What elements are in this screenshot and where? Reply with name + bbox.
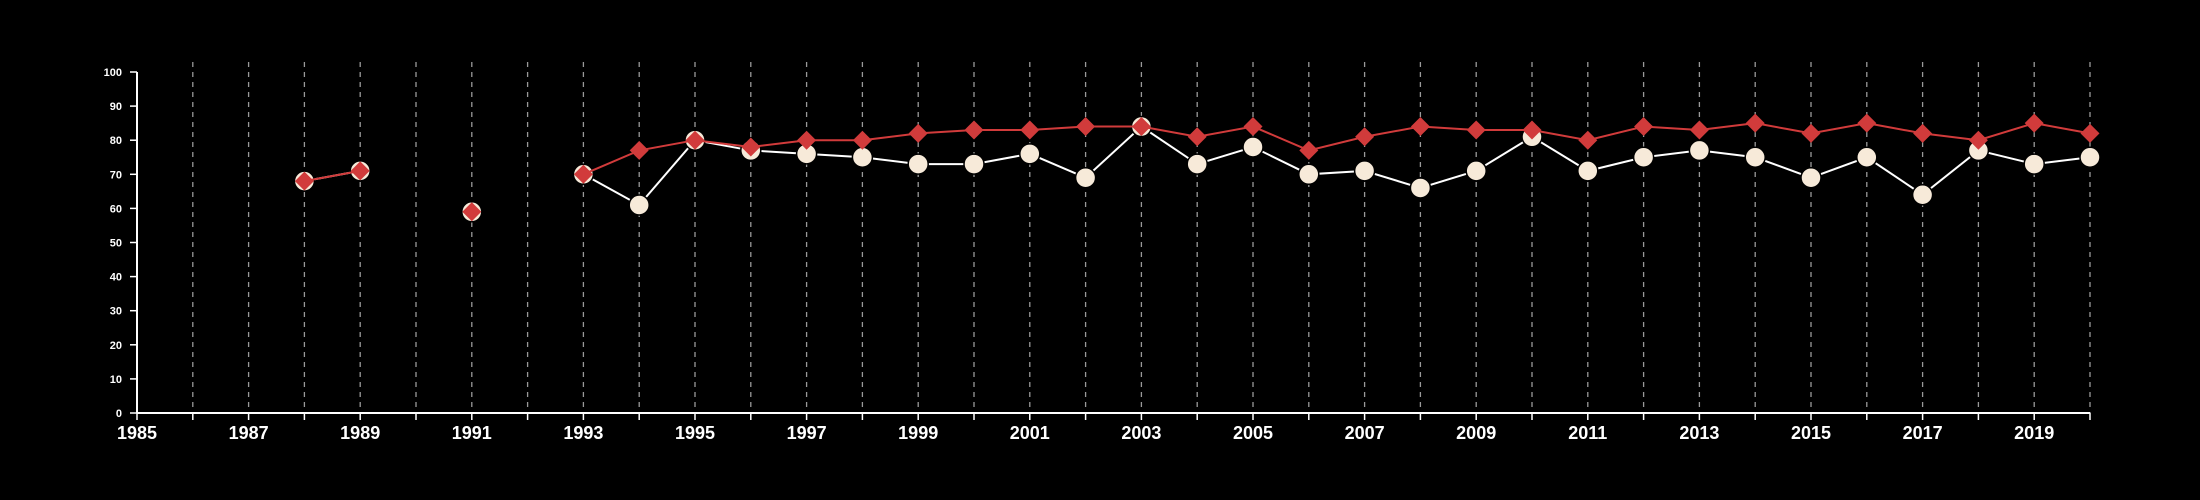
data-point-diamond xyxy=(1466,120,1486,140)
x-tick-label: 2013 xyxy=(1679,423,1719,443)
data-point-diamond xyxy=(2024,113,2044,133)
data-point-circle xyxy=(1242,136,1264,158)
series-line xyxy=(304,169,361,183)
data-point-diamond xyxy=(350,161,370,181)
y-tick-label: 80 xyxy=(110,135,122,147)
data-point-circle xyxy=(1353,160,1376,182)
data-point-circle xyxy=(1465,160,1487,182)
y-tick-label: 100 xyxy=(104,67,122,79)
series-line xyxy=(583,122,2091,176)
x-tick-label: 1999 xyxy=(898,423,938,443)
data-point-circle xyxy=(1298,163,1320,186)
axes xyxy=(130,71,2091,420)
data-point-circle xyxy=(851,146,874,168)
data-point-circle xyxy=(628,194,650,216)
data-point-diamond xyxy=(1076,117,1096,137)
data-point-diamond xyxy=(1522,120,1542,140)
data-point-diamond xyxy=(1634,117,1654,137)
data-point-diamond xyxy=(1131,117,1151,137)
y-tick-label: 0 xyxy=(116,408,122,420)
x-tick-label: 1997 xyxy=(787,423,827,443)
data-point-diamond xyxy=(1913,123,1933,143)
data-point-circle xyxy=(907,153,929,175)
data-point-circle xyxy=(1744,146,1766,168)
data-point-diamond xyxy=(2080,123,2100,143)
x-tick-label: 1985 xyxy=(117,423,157,443)
data-point-diamond xyxy=(629,140,649,160)
x-tick-label: 2009 xyxy=(1456,423,1496,443)
data-point-circle xyxy=(1409,177,1432,199)
x-tick-label: 2007 xyxy=(1345,423,1385,443)
data-point-circle xyxy=(1688,139,1711,162)
y-tick-label: 20 xyxy=(110,340,122,352)
data-point-diamond xyxy=(294,171,314,191)
data-point-circle xyxy=(1800,166,1822,189)
data-point-diamond xyxy=(1020,120,1040,140)
y-tick-label: 70 xyxy=(110,169,122,181)
data-point-diamond xyxy=(1857,113,1877,133)
data-point-diamond xyxy=(573,164,593,184)
data-point-diamond xyxy=(741,137,761,157)
data-point-diamond xyxy=(1968,130,1988,150)
data-point-circle xyxy=(2079,146,2101,168)
data-point-circle xyxy=(1911,184,1934,206)
x-tick-label: 2017 xyxy=(1903,423,1943,443)
data-point-diamond xyxy=(1299,140,1319,160)
data-point-diamond xyxy=(462,202,482,222)
data-point-diamond xyxy=(1578,130,1598,150)
data-point-circle xyxy=(963,153,985,175)
grid-lines xyxy=(192,62,2091,413)
x-tick-label: 1989 xyxy=(340,423,380,443)
data-point-diamond xyxy=(797,130,817,150)
data-point-diamond xyxy=(1801,123,1821,143)
x-tick-label: 2015 xyxy=(1791,423,1831,443)
data-point-diamond xyxy=(1745,113,1765,133)
series-2 xyxy=(294,113,2100,222)
data-point-circle xyxy=(1856,146,1878,168)
data-point-circle xyxy=(1074,166,1097,189)
y-tick-label: 10 xyxy=(110,374,122,386)
data-point-circle xyxy=(1019,143,1041,165)
tick-labels: 0 10 20 30 40 50 60 70 80 90 100 1985 1987 1989 1991 19… xyxy=(104,67,2055,443)
data-point-diamond xyxy=(1355,127,1375,147)
y-tick-label: 40 xyxy=(110,272,122,284)
data-point-diamond xyxy=(1410,117,1430,137)
y-tick-label: 50 xyxy=(110,238,122,250)
x-tick-label: 1987 xyxy=(229,423,269,443)
data-point-diamond xyxy=(964,120,984,140)
x-tick-label: 1995 xyxy=(675,423,715,443)
x-tick-label: 1993 xyxy=(563,423,603,443)
data-point-circle xyxy=(2023,153,2045,175)
y-tick-label: 30 xyxy=(110,306,122,318)
y-tick-label: 90 xyxy=(110,101,122,113)
data-point-circle xyxy=(1577,160,1599,182)
series-line xyxy=(582,125,2091,207)
series-group xyxy=(293,113,2101,223)
x-tick-label: 2003 xyxy=(1121,423,1161,443)
data-point-diamond xyxy=(1243,117,1263,137)
data-point-circle xyxy=(1186,153,1208,175)
data-point-diamond xyxy=(852,130,872,150)
x-tick-label: 2011 xyxy=(1568,423,1607,443)
x-tick-label: 2001 xyxy=(1010,423,1050,443)
data-point-diamond xyxy=(1187,127,1207,147)
x-tick-label: 2005 xyxy=(1233,423,1273,443)
data-point-diamond xyxy=(908,123,928,143)
data-point-diamond xyxy=(685,130,705,150)
data-point-diamond xyxy=(1689,120,1709,140)
x-tick-label: 2019 xyxy=(2014,423,2054,443)
y-tick-label: 60 xyxy=(110,203,122,215)
data-point-circle xyxy=(1632,146,1655,168)
x-tick-label: 1991 xyxy=(452,423,492,443)
